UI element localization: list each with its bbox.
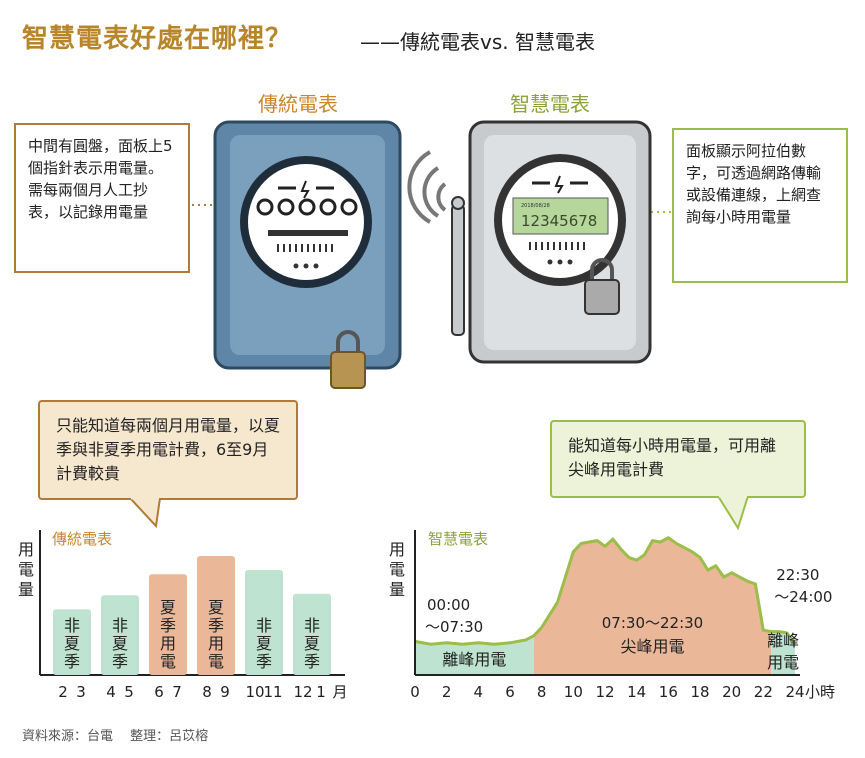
bar [245,570,283,675]
antenna [407,150,465,336]
x-tick-label: 4 [106,683,116,701]
bar-label-char: 非 [64,616,80,635]
y-axis-label-char: 用 [389,540,405,559]
offpeak-region [771,631,795,675]
bar-label-char: 季 [208,616,224,635]
x-tick-label: 22 [754,683,773,701]
page-title: 智慧電表好處在哪裡？ [22,24,293,54]
offpeak-morning-label: 離峰用電 [442,650,506,669]
traditional-bubble: 只能知道每兩個月用電量，以夏季與非夏季用電計費，6至9月計費較貴 [38,400,298,500]
x-tick-label: 8 [537,683,547,701]
x-tick-label: 6 [505,683,515,701]
x-tick-label: 3 [76,683,86,701]
offpeak-night-label-line1: 離峰 [767,631,799,650]
bar-label-char: 夏 [208,598,224,617]
x-tick-label: 5 [124,683,134,701]
traditional-chart-title: 傳統電表 [52,530,113,548]
smart-chart-title: 智慧電表 [428,530,489,548]
smart-callout: 面板顯示阿拉伯數字，可透過網路傳輸或設備連線，上網查詢每小時用電量 [672,128,848,283]
bar [53,609,91,675]
offpeak-region [415,635,534,675]
y-axis-label-char: 用 [18,540,34,559]
y-axis-label-char: 量 [389,580,405,599]
offpeak-night-label-line2: 用電 [767,653,799,672]
x-tick-label: 20 [722,683,741,701]
bar-label-char: 夏 [64,634,80,653]
x-tick-label: 7 [172,683,182,701]
bar-label-char: 季 [160,616,176,635]
bar-label-char: 用 [208,634,224,653]
bar-label-char: 電 [160,652,176,671]
x-tick-label: 4 [474,683,484,701]
smart-display-date: 2018/08/28 [521,203,550,209]
x-tick-label: 24 [785,683,804,701]
bar-label-char: 用 [160,634,176,653]
traditional-meter [213,120,402,389]
bar [197,556,235,675]
bar-label-char: 非 [304,616,320,635]
bar [101,595,139,675]
smart-meter: 2018/08/28 12345678 [468,120,652,364]
x-tick-label: 18 [690,683,709,701]
smart-bubble: 能知道每小時用電量，可用離尖峰用電計費 [550,420,806,498]
x-tick-label: 10 [245,683,264,701]
bar-label-char: 夏 [256,634,272,653]
traditional-bubble-tail [130,498,162,528]
x-tick-label: 2 [442,683,452,701]
traditional-callout: 中間有圓盤，面板上5個指針表示用電量。需每兩個月人工抄表，以記錄用電量 [14,123,190,273]
bar [149,574,187,675]
bar-label-char: 季 [256,652,272,671]
bar-label-char: 季 [304,652,320,671]
x-tick-label: 9 [220,683,230,701]
bar [293,593,331,675]
smart-meter-label: 智慧電表 [510,92,590,116]
x-tick-label: 12 [293,683,312,701]
offpeak-night-time-line1: 22:30 [776,566,819,584]
peak-time-label: 07:30～22:30 [602,614,703,632]
x-tick-label: 8 [202,683,212,701]
bar-label-char: 季 [64,652,80,671]
bar-label-char: 夏 [160,598,176,617]
x-tick-label: 12 [595,683,614,701]
x-tick-label: 14 [627,683,646,701]
offpeak-night-time-line2: ～24:00 [774,588,832,606]
y-axis-label-char: 電 [18,560,34,579]
page-subtitle: ——傳統電表vs. 智慧電表 [360,30,595,54]
bar-label-char: 季 [112,652,128,671]
peak-region [533,537,772,675]
x-tick-label: 11 [263,683,282,701]
bar-label-char: 非 [112,616,128,635]
x-tick-label: 6 [154,683,164,701]
bar-label-char: 非 [256,616,272,635]
x-tick-label: 1 [316,683,326,701]
meters-illustration: 2018/08/28 12345678 [192,120,672,389]
bar-label-char: 夏 [112,634,128,653]
smart-display-value: 12345678 [521,212,597,230]
smart-bubble-tail [718,496,750,530]
x-axis-label: 月 [332,683,347,701]
source-note: 資料來源：台電 整理：呂苡榕 [22,729,209,744]
x-axis-label: 小時 [805,683,835,701]
bar-label-char: 電 [208,652,224,671]
x-tick-label: 0 [410,683,420,701]
x-tick-label: 2 [58,683,68,701]
y-axis-label-char: 量 [18,580,34,599]
bar-label-char: 夏 [304,634,320,653]
traditional-meter-label: 傳統電表 [258,92,338,116]
signal-icon [407,150,447,224]
peak-label: 尖峰用電 [620,637,684,656]
x-tick-label: 16 [659,683,678,701]
y-axis-label-char: 電 [389,560,405,579]
offpeak-morning-time-line1: 00:00 [427,596,470,614]
usage-line [414,536,797,646]
offpeak-morning-time-line2: ～07:30 [425,618,483,636]
x-tick-label: 10 [564,683,583,701]
